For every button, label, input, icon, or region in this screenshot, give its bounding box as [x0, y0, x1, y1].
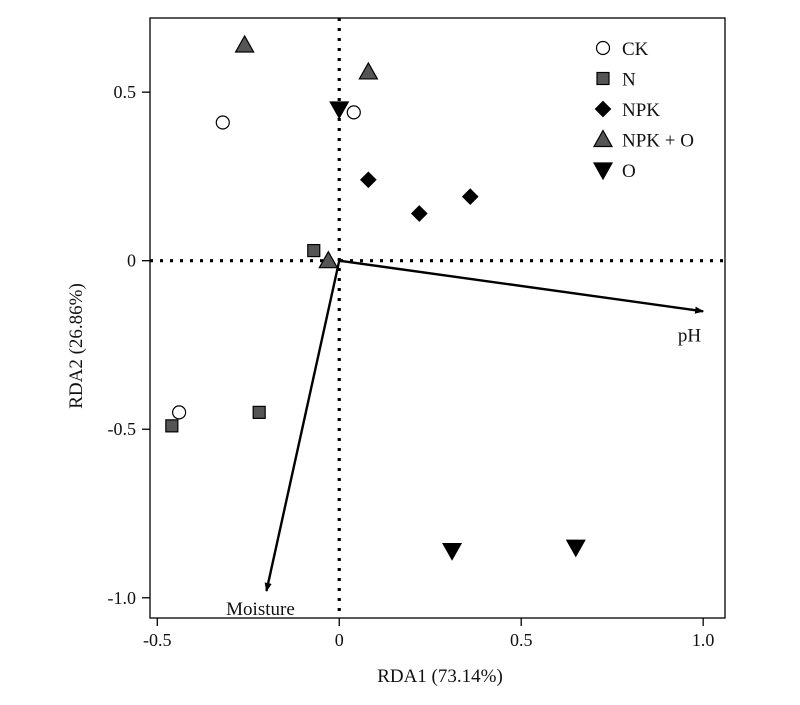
point-n-3 [165, 419, 179, 433]
x-axis-title: RDA1 (73.14%) [377, 666, 503, 687]
point-ck-3 [172, 405, 187, 420]
sample-points [165, 34, 586, 561]
point-o-3 [565, 539, 586, 558]
point-n-2 [252, 405, 266, 419]
point-ck-2 [346, 105, 361, 120]
point-o-2 [442, 542, 463, 561]
y-tick-label: 0 [127, 251, 136, 271]
x-tick-label: -0.5 [143, 630, 172, 650]
legend-npk-label: NPK [622, 100, 660, 121]
axes: -0.5 0 0.5 1.0 0.5 0 -0.5 -1.0 [108, 17, 726, 650]
legend-n-marker [596, 71, 610, 86]
legend-ck-marker [595, 40, 611, 56]
x-tick-label: 0 [335, 630, 344, 650]
y-tick-label: -0.5 [108, 419, 137, 439]
legend-o-label: O [622, 161, 636, 182]
legend-o-marker [592, 162, 614, 181]
point-npk-2 [410, 205, 428, 222]
vector-ph-label: pH [678, 325, 702, 346]
legend-ck-label: CK [622, 39, 649, 60]
legend-npk-o-label: NPK + O [622, 131, 694, 152]
point-npk-3 [461, 188, 479, 206]
y-axis-title: RDA2 (26.86%) [66, 283, 87, 409]
legend: CK N NPK NPK + O O [592, 39, 694, 182]
y-tick-label: -1.0 [108, 588, 137, 608]
vector-moisture-label: Moisture [226, 599, 295, 620]
legend-n-label: N [622, 70, 636, 91]
point-ck-1 [215, 115, 230, 130]
x-tick-label: 0.5 [510, 630, 533, 650]
point-o-1 [329, 101, 350, 120]
environmental-vectors: pH Moisture [226, 259, 705, 620]
vector-moisture-arrow [264, 260, 341, 592]
point-n-1 [307, 243, 321, 258]
vector-ph-arrow [339, 259, 705, 314]
point-npk-o-2 [358, 61, 379, 80]
legend-npk-o-marker [592, 129, 614, 148]
point-npk-o-1 [234, 34, 255, 53]
plot-frame [149, 17, 726, 619]
point-npk-o-3 [318, 250, 339, 269]
legend-npk-marker [594, 100, 612, 118]
point-npk-1 [360, 171, 377, 189]
x-tick-label: 1.0 [692, 630, 715, 650]
y-tick-label: 0.5 [114, 82, 137, 102]
